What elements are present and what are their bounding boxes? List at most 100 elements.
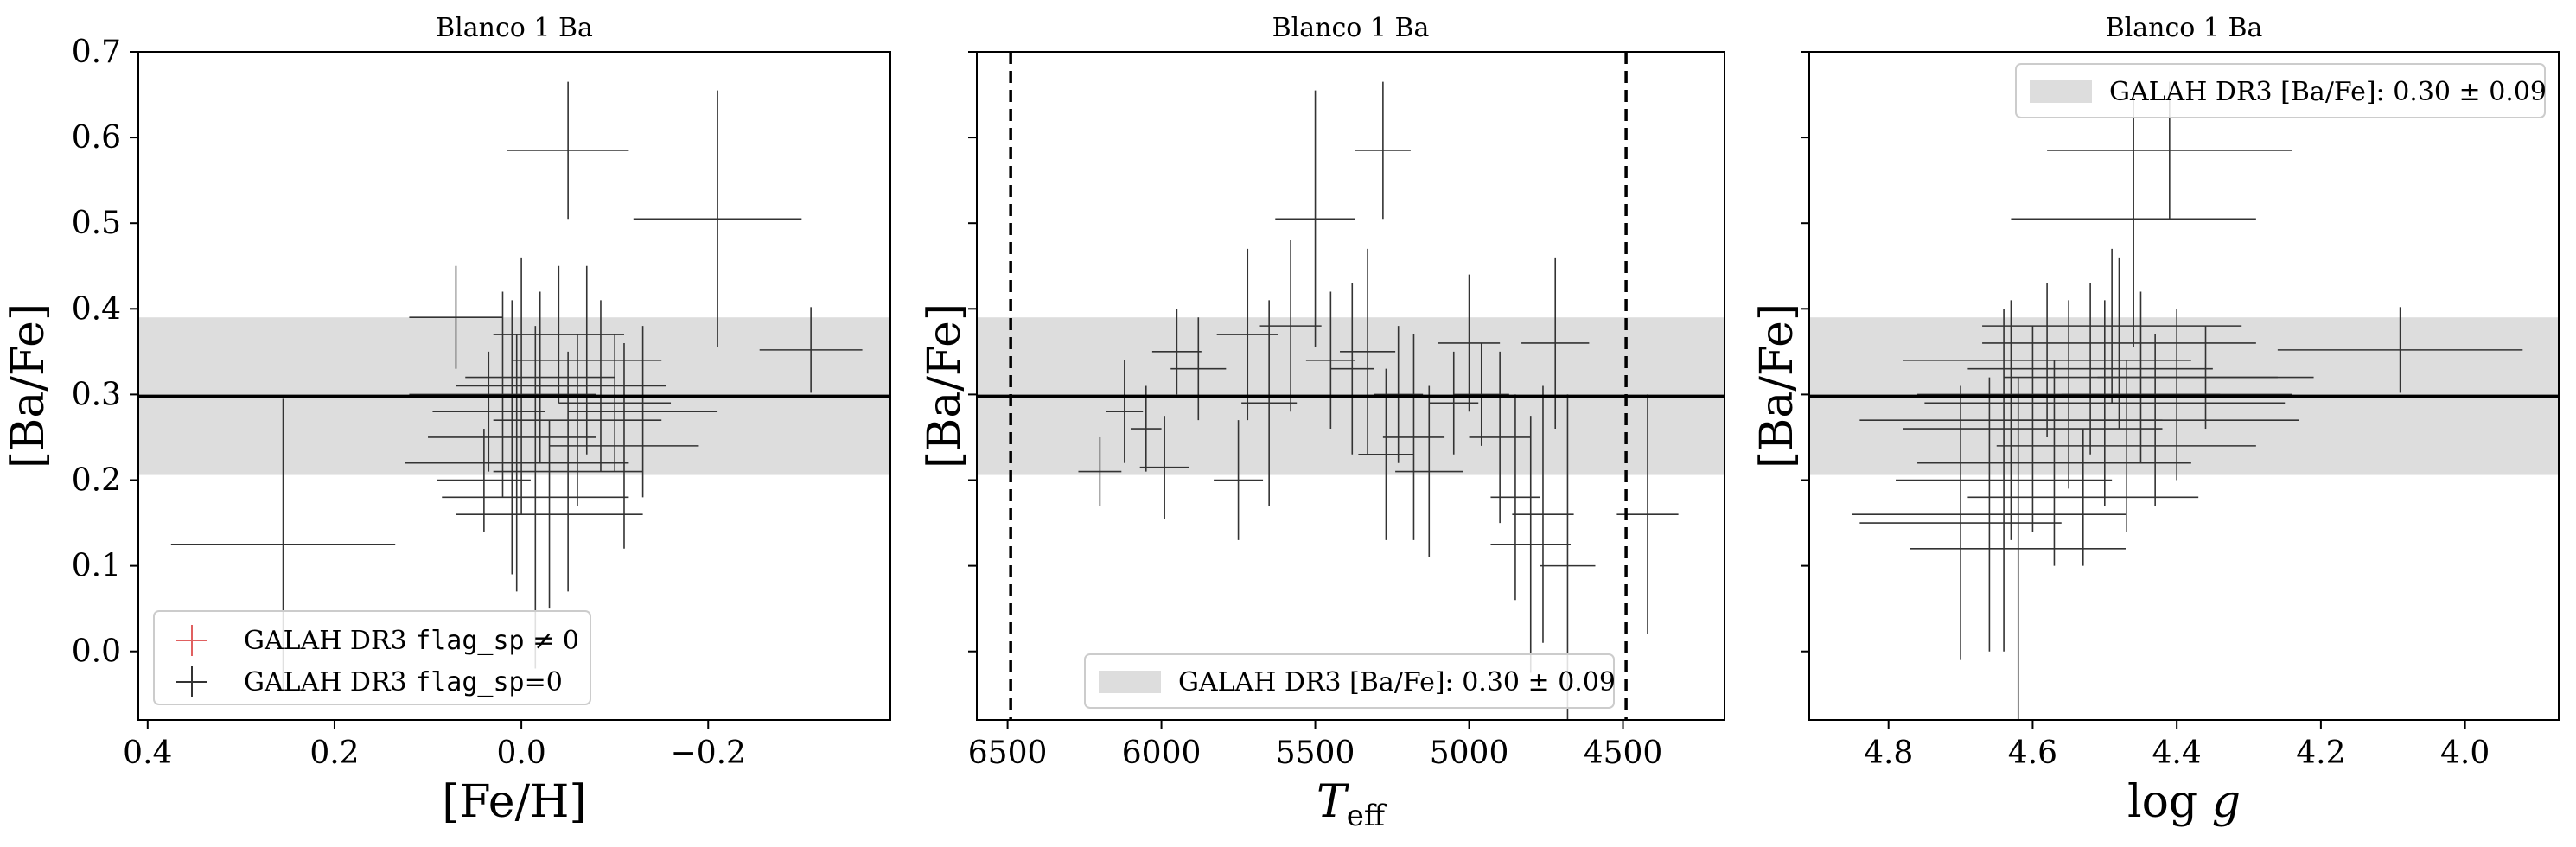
data-point (2061, 309, 2292, 481)
x-tick-label: 4.0 (2440, 736, 2490, 771)
data-point (1967, 429, 2199, 566)
axes-frame (137, 51, 891, 721)
panel-title: Blanco 1 Ba (436, 13, 593, 43)
legend-box (1084, 653, 1615, 709)
x-tick-label: 5000 (1430, 736, 1509, 771)
panel-1: 0.0 0.1 0.2 0.3 0.4 0.5 0.6 0.7 0.4 0.2 0.0 −0.2 Bla… (3, 13, 891, 828)
data-point (1214, 420, 1264, 540)
data-point (2011, 90, 2256, 347)
legend-label: GALAH DR3 flag_sp ≠ 0 (244, 626, 579, 656)
data-point (493, 334, 662, 506)
panel-title: Blanco 1 Ba (1272, 13, 1430, 43)
x-tick-label: 5500 (1276, 736, 1355, 771)
y-axis-label: [Ba/Fe] (1751, 303, 1803, 468)
data-point (633, 90, 802, 347)
data-point (405, 334, 629, 592)
data-point (1490, 416, 1572, 673)
y-tick-label: 0.2 (72, 463, 121, 499)
x-tick-label: 0.0 (496, 736, 545, 771)
y-tick-label: 0.1 (72, 549, 121, 584)
data-point (1967, 283, 2213, 455)
x-tick-label: 4.8 (1864, 736, 1913, 771)
data-point (1106, 360, 1144, 463)
y-tick-label: 0.4 (72, 291, 121, 327)
legend-label: GALAH DR3 flag_sp=0 (244, 667, 563, 697)
data-point (1490, 394, 1540, 601)
y-tick-label: 0.7 (72, 35, 121, 70)
data-point (549, 342, 699, 549)
x-tick-label: 4500 (1584, 736, 1663, 771)
x-axis-label: Teff (1317, 776, 1387, 833)
data-point (493, 351, 643, 592)
data-point (1896, 309, 2113, 652)
data-point (1438, 274, 1501, 412)
legend-patch (2030, 80, 2092, 103)
data-point (1917, 360, 2191, 566)
data-point (1521, 257, 1590, 430)
legend-label: GALAH DR3 [Ba/Fe]: 0.30 ± 0.09 (1178, 667, 1616, 697)
data-point (493, 265, 624, 404)
data-point (1275, 90, 1355, 347)
plot-area (138, 81, 890, 691)
data-point (759, 307, 863, 393)
data-point (1330, 283, 1374, 455)
data-point (456, 420, 643, 609)
y-tick-label: 0.0 (72, 634, 121, 670)
data-point (1305, 291, 1355, 430)
data-point (535, 300, 666, 472)
data-point (1374, 326, 1424, 463)
data-point (1151, 309, 1202, 395)
data-point (1130, 385, 1162, 472)
x-tick-label: 4.6 (2008, 736, 2057, 771)
panel-title: Blanco 1 Ba (2106, 13, 2263, 43)
x-tick-label: 6000 (1122, 736, 1202, 771)
data-point (1859, 300, 2163, 540)
x-tick-label: 0.4 (123, 736, 172, 771)
data-point (2277, 307, 2523, 393)
y-axis-label: [Ba/Fe] (3, 303, 54, 468)
data-point (1996, 360, 2256, 532)
data-point (1395, 385, 1463, 557)
data-point (568, 326, 718, 498)
data-point (1924, 300, 2286, 506)
data-point (1859, 385, 2062, 660)
x-tick-label: 4.4 (2152, 736, 2202, 771)
data-point (1910, 377, 2126, 720)
data-point (1078, 436, 1122, 506)
data-point (1469, 351, 1531, 524)
x-tick-label: 6500 (968, 736, 1048, 771)
y-axis-label: [Ba/Fe] (919, 303, 971, 468)
panel-3: 4.8 4.6 4.4 4.2 4.0 Blanco 1 Ba [Ba/Fe] log g GA… (1751, 13, 2560, 828)
legend-box (153, 610, 591, 705)
legend-patch (1099, 671, 1161, 693)
data-point (432, 351, 545, 472)
x-axis-label: log g (2127, 776, 2241, 828)
data-point (1355, 81, 1411, 220)
legend: GALAH DR3 [Ba/Fe]: 0.30 ± 0.09 (2015, 63, 2547, 118)
y-tick-label: 0.3 (72, 377, 121, 412)
legend-label: GALAH DR3 [Ba/Fe]: 0.30 ± 0.09 (2109, 77, 2547, 107)
x-tick-label: −0.2 (671, 736, 746, 771)
data-point (409, 265, 503, 369)
y-tick-label: 0.5 (72, 206, 121, 241)
legend-box (2015, 63, 2546, 118)
axes-frame (1808, 51, 2560, 721)
data-point (507, 81, 629, 220)
data-point (1139, 416, 1189, 519)
data-point (1382, 334, 1445, 540)
y-tick-label: 0.6 (72, 120, 121, 156)
data-point (1982, 257, 2256, 430)
data-point (1241, 300, 1298, 506)
data-point (465, 291, 615, 463)
data-point (1216, 248, 1278, 421)
data-point (1340, 248, 1396, 455)
data-point (1903, 283, 2191, 437)
data-point (1512, 385, 1574, 643)
x-tick-label: 0.2 (309, 736, 359, 771)
data-point (1259, 240, 1322, 412)
data-point (1170, 317, 1227, 421)
plot-area (1809, 81, 2559, 720)
data-point (1429, 351, 1479, 455)
data-point (1852, 377, 2126, 652)
